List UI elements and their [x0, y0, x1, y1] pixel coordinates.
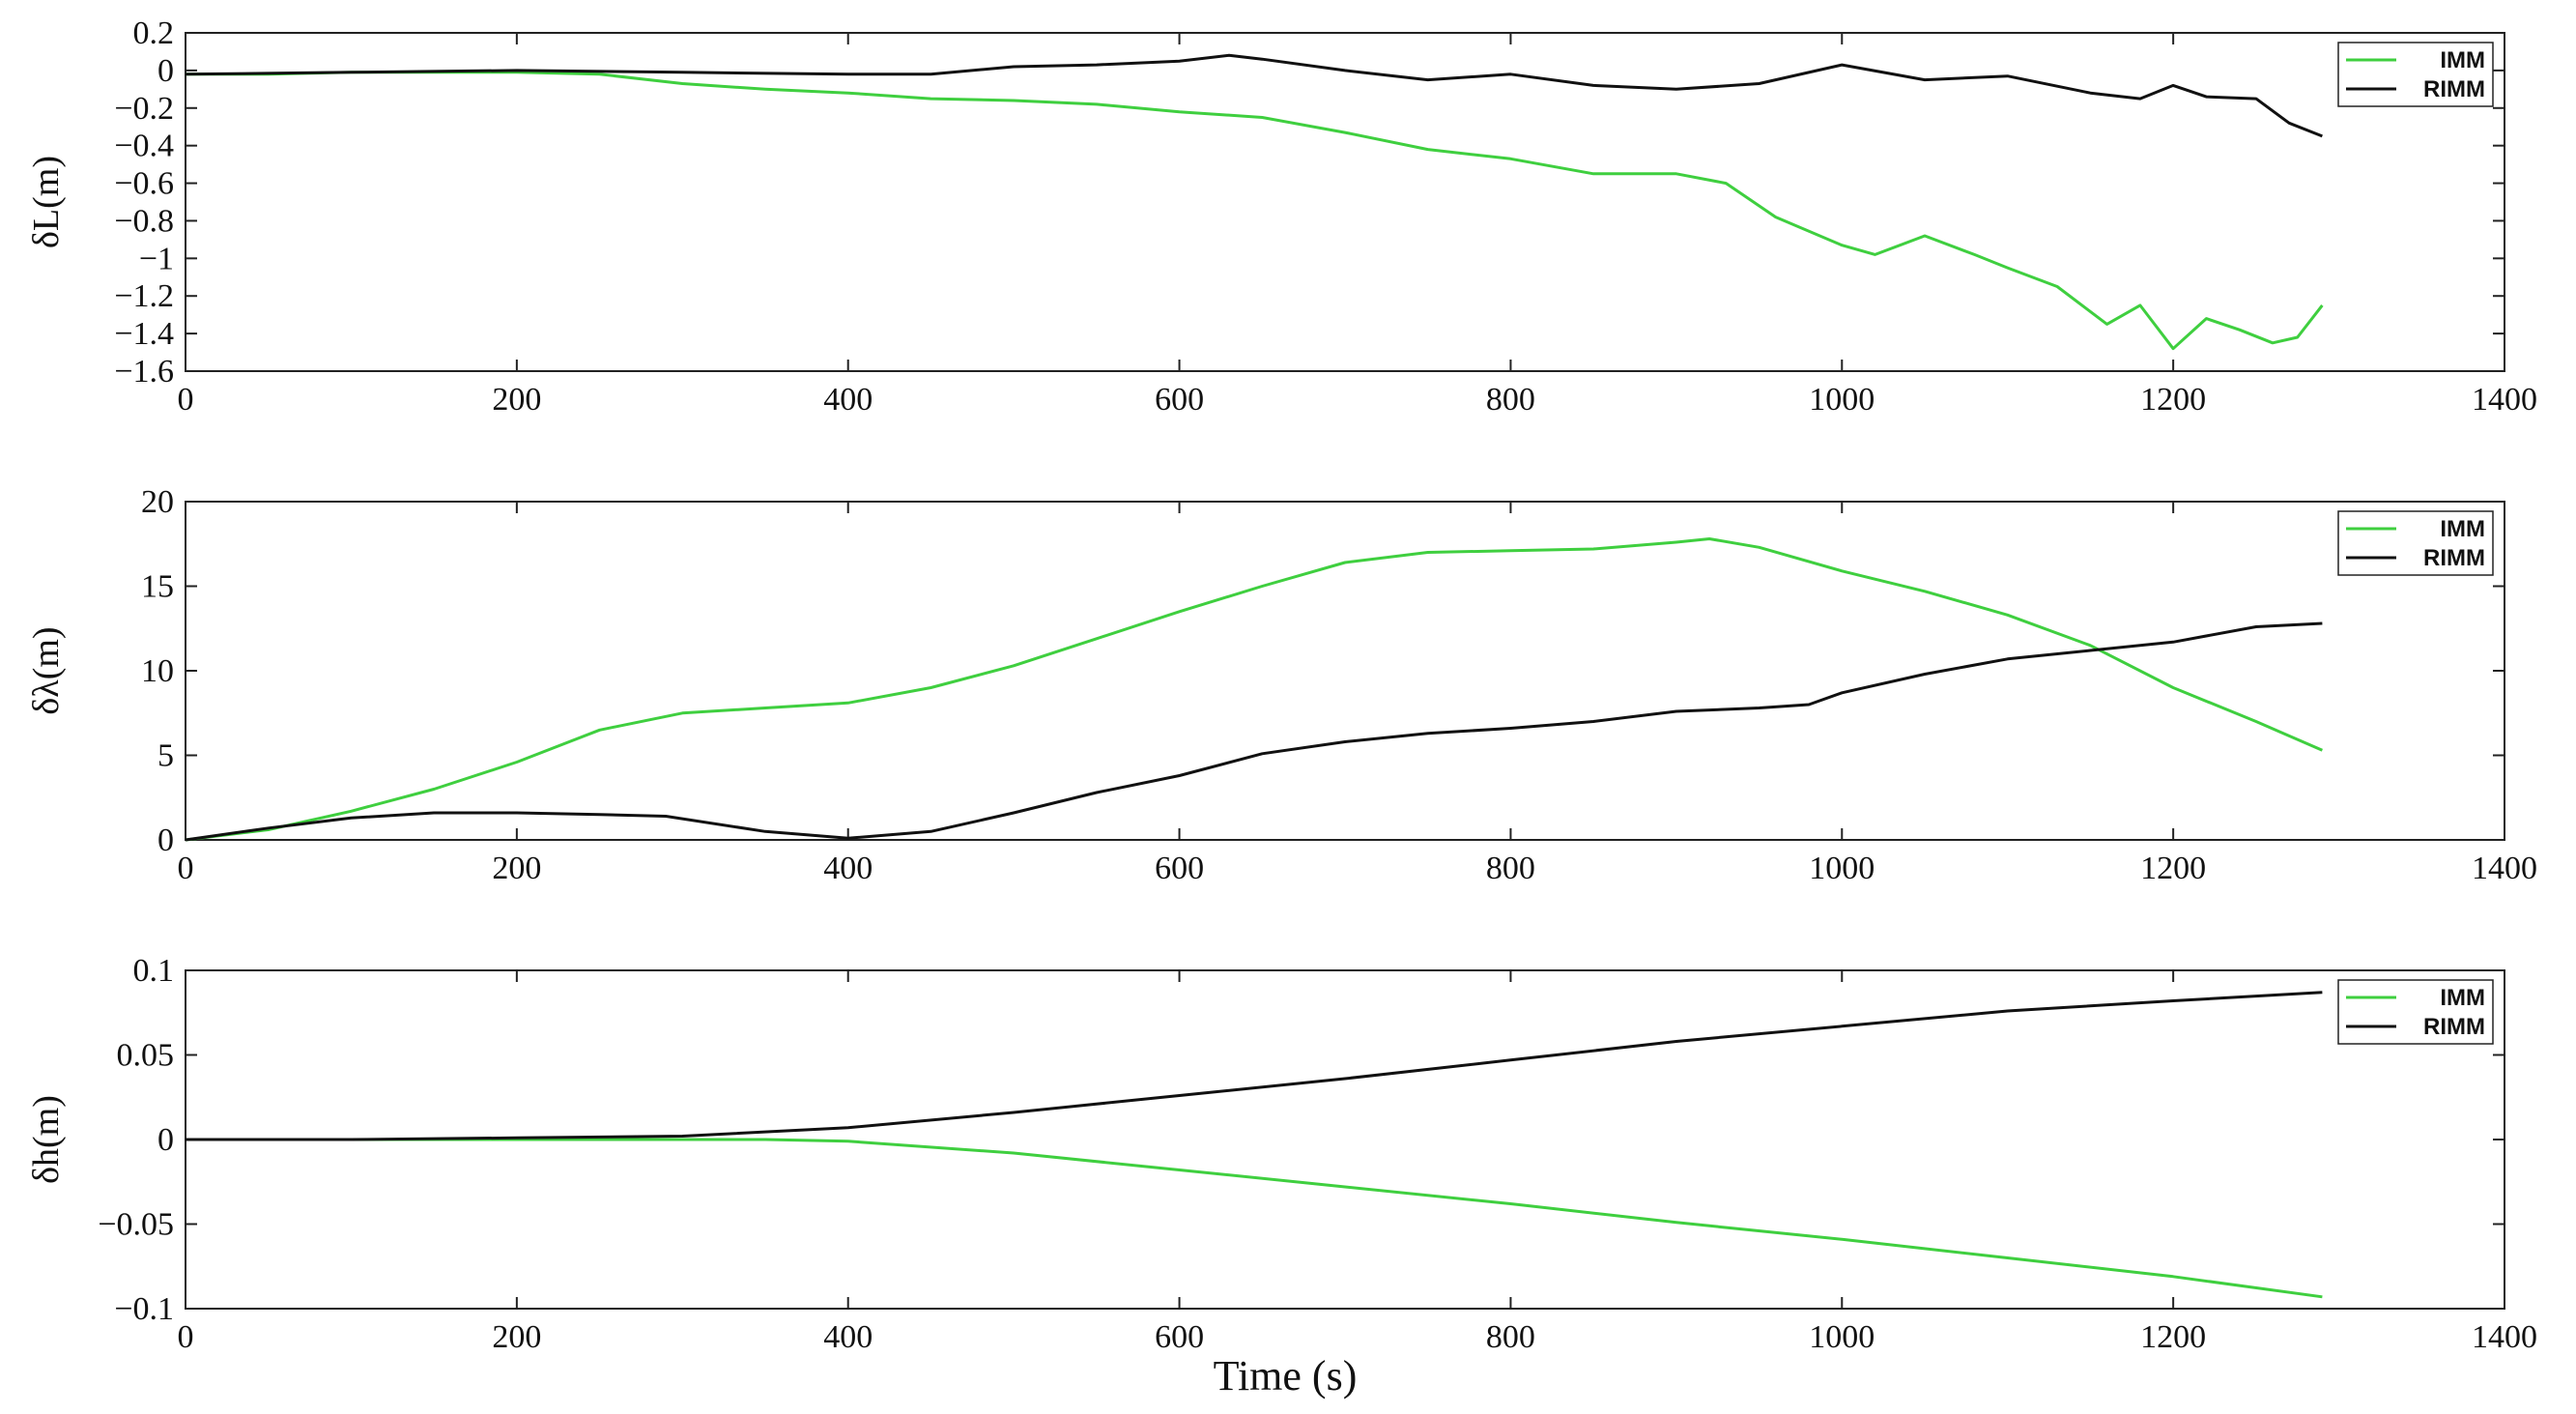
x-tick-label: 1000: [1809, 851, 1875, 886]
panel-delta-h: 0 200 400 600 800 1000 1200 1400 0.1 0.05 0 −0.05 −0…: [26, 953, 2537, 1355]
x-tick-label: 400: [823, 851, 873, 886]
x-tick-label: 1000: [1809, 1319, 1875, 1355]
x-tick-label: 200: [492, 1319, 541, 1355]
x-tick-label: 600: [1155, 1319, 1204, 1355]
legend-label-imm: IMM: [2440, 985, 2485, 1011]
y-tick-label: 0.1: [133, 953, 175, 989]
panel-delta-lambda: 0 200 400 600 800 1000 1200 1400 20 15 10 5 0 δλ(m) IM…: [26, 484, 2537, 886]
x-tick-label: 1400: [2472, 851, 2537, 886]
y-tick-label: 0: [157, 53, 174, 89]
legend: IMM RIMM: [2337, 979, 2494, 1045]
panel-delta-L: 0 200 400 600 800 1000 1200 14000.20−0.2−0.4−0.…: [26, 15, 2537, 418]
x-tick-label: 200: [492, 382, 541, 418]
y-axis-label: δL(m): [26, 156, 67, 248]
y-tick-label: −0.2: [114, 91, 174, 127]
series-line-rimm: [185, 53, 2323, 138]
y-tick-label: 20: [141, 484, 174, 520]
y-tick-label: −0.05: [98, 1207, 174, 1243]
axes-frame: [185, 32, 2505, 372]
x-tick-label: 1000: [1809, 382, 1875, 418]
x-tick-label: 800: [1486, 382, 1535, 418]
x-tick-label: 400: [823, 1319, 873, 1355]
legend-label-rimm: RIMM: [2423, 1014, 2485, 1040]
legend-label-rimm: RIMM: [2423, 76, 2485, 102]
y-tick-label: −1: [139, 241, 174, 276]
x-tick-label: 1400: [2472, 1319, 2537, 1355]
y-tick-label: −1.2: [114, 278, 174, 314]
x-tick-label: 600: [1155, 851, 1204, 886]
x-tick-label: 800: [1486, 1319, 1535, 1355]
legend-label-imm: IMM: [2440, 47, 2485, 73]
legend-box: [2337, 979, 2494, 1045]
x-tick-label: 400: [823, 382, 873, 418]
axes-frame: [185, 501, 2505, 841]
y-tick-label: 5: [157, 738, 174, 774]
x-tick-label: 1200: [2140, 851, 2206, 886]
y-tick-label: 0.2: [133, 15, 175, 51]
x-tick-label: 1400: [2472, 382, 2537, 418]
y-axis-label: δλ(m): [26, 626, 67, 714]
y-tick-label: −1.4: [114, 316, 174, 352]
y-tick-label: −0.6: [114, 166, 174, 202]
y-axis-label: δh(m): [26, 1095, 67, 1184]
x-tick-label: 0: [178, 382, 194, 418]
x-tick-label: 600: [1155, 382, 1204, 418]
x-tick-label: 200: [492, 851, 541, 886]
x-tick-label: 800: [1486, 851, 1535, 886]
y-tick-label: −1.6: [114, 354, 174, 390]
series-line-rimm: [185, 621, 2323, 842]
series-line-rimm: [186, 991, 2323, 1141]
y-tick-label: −0.1: [114, 1291, 174, 1327]
y-tick-label: −0.8: [114, 203, 174, 239]
x-tick-label: 0: [178, 851, 194, 886]
legend-box: [2337, 42, 2494, 107]
series-line-imm: [185, 537, 2323, 842]
legend-label-rimm: RIMM: [2423, 545, 2485, 571]
y-tick-label: 15: [141, 569, 174, 605]
x-tick-label: 1200: [2140, 382, 2206, 418]
y-tick-label: −0.4: [114, 129, 174, 164]
legend: IMM RIMM: [2337, 42, 2494, 107]
x-tick-label: 1200: [2140, 1319, 2206, 1355]
x-axis-label: Time (s): [1214, 1352, 1358, 1400]
legend-box: [2337, 510, 2494, 576]
y-tick-label: 0.05: [117, 1038, 175, 1074]
series-line-imm: [186, 1138, 2323, 1299]
y-tick-label: 0: [157, 822, 174, 858]
legend: IMM RIMM: [2337, 510, 2494, 576]
legend-label-imm: IMM: [2440, 516, 2485, 542]
x-tick-label: 0: [178, 1319, 194, 1355]
series-line-imm: [186, 71, 2324, 351]
y-tick-label: 0: [157, 1122, 174, 1158]
y-tick-label: 10: [141, 653, 174, 689]
